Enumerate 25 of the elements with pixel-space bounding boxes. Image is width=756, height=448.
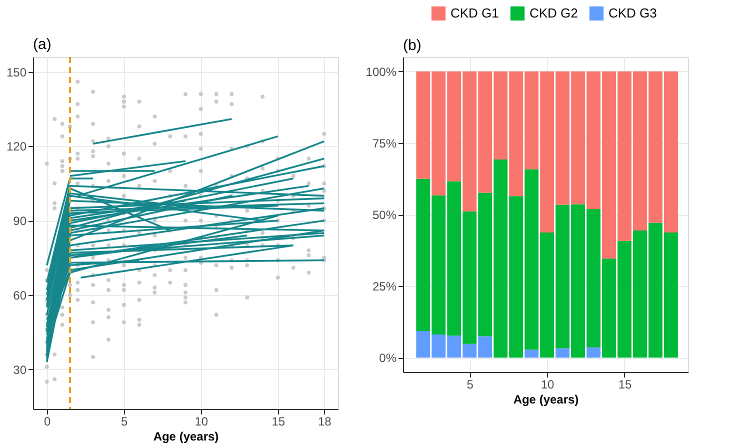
legend-label: CKD G1 [450, 5, 499, 20]
y-tick-label: 75% [372, 136, 397, 150]
y-tick-label: 25% [372, 280, 397, 294]
x-tick-label: 10 [540, 378, 555, 392]
y-tick-label: 100% [366, 64, 397, 79]
legend-label: CKD G2 [530, 5, 578, 20]
x-tick-label: 15 [272, 414, 286, 428]
y-tick-label: 60 [13, 288, 27, 302]
y-tick-label: 120 [6, 140, 27, 154]
y-tick-label: 150 [6, 65, 27, 80]
chart-title: (a) [33, 36, 52, 53]
legend-label: CKD G3 [608, 5, 657, 20]
x-tick-label: 5 [121, 414, 128, 428]
x-tick-label: 5 [466, 378, 474, 392]
x-tick-label: 15 [618, 378, 632, 392]
x-tick-label: 18 [318, 414, 332, 428]
y-tick-label: 30 [13, 362, 27, 377]
y-tick-label: 0% [379, 351, 397, 366]
y-tick-label: 90 [13, 214, 27, 228]
x-axis-title: Age (years) [513, 392, 579, 406]
x-axis-title: Age (years) [153, 430, 219, 444]
x-tick-label: 10 [194, 414, 208, 428]
x-tick-label: 0 [44, 414, 52, 428]
y-tick-label: 50% [372, 208, 397, 222]
chart-title: (b) [403, 37, 422, 54]
